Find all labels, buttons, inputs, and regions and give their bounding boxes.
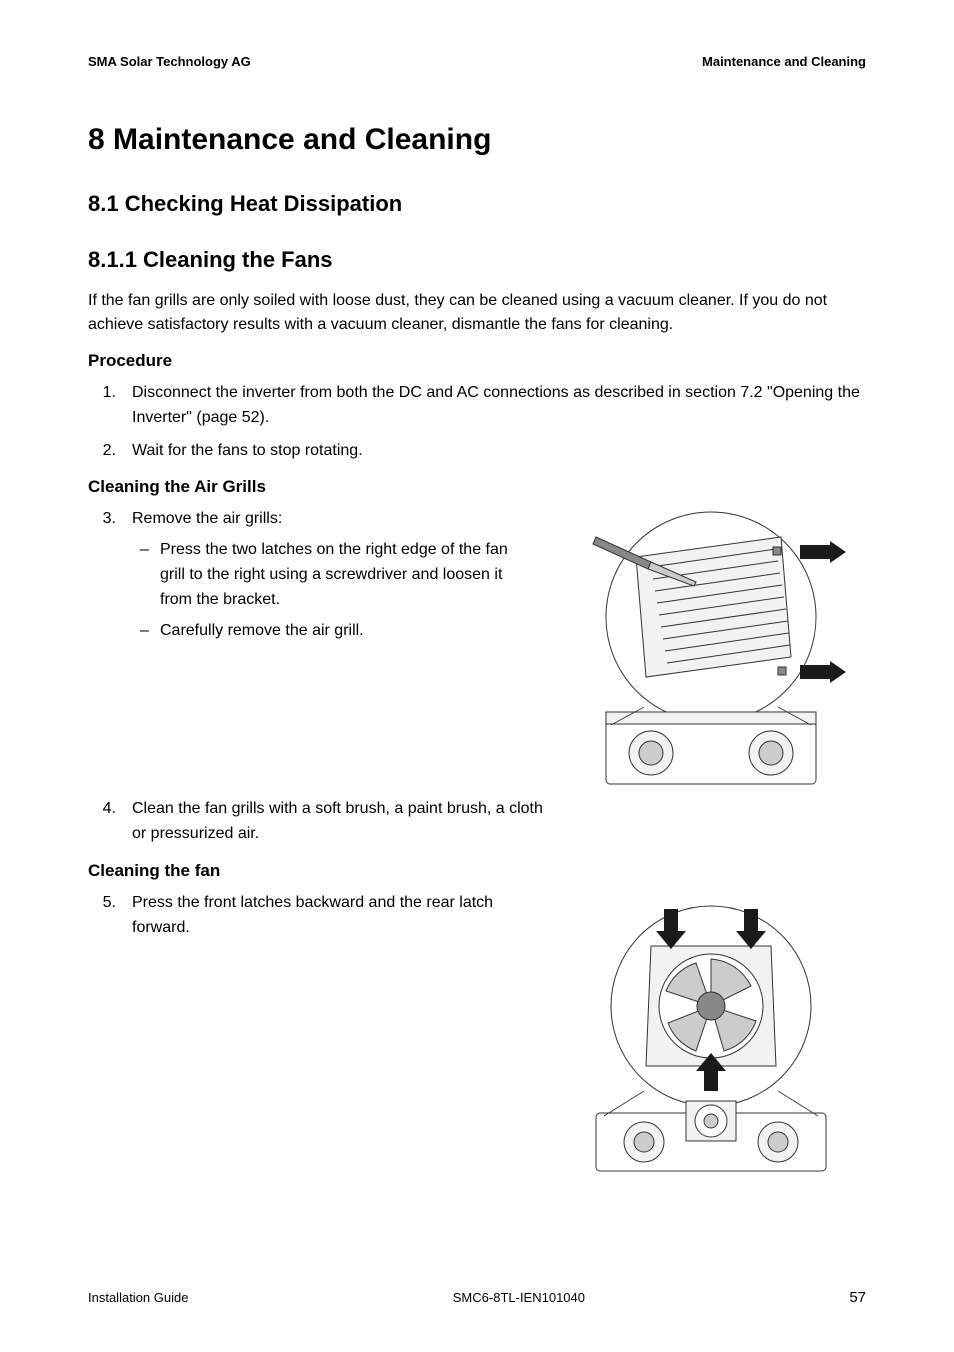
step4-list: 4. Clean the fan grills with a soft brus… xyxy=(88,797,866,847)
step5-list: 5. Press the front latches backward and … xyxy=(88,891,536,941)
intro-paragraph: If the fan grills are only soiled with l… xyxy=(88,289,866,337)
fan-heading: Cleaning the fan xyxy=(88,861,866,881)
list-item: 5. Press the front latches backward and … xyxy=(88,891,536,941)
list-item: 2. Wait for the fans to stop rotating. xyxy=(88,439,866,464)
page: SMA Solar Technology AG Maintenance and … xyxy=(0,0,954,1352)
section-heading: 8.1 Checking Heat Dissipation xyxy=(88,191,866,217)
step-number: 5. xyxy=(88,891,132,941)
sub-text: Carefully remove the air grill. xyxy=(160,619,364,644)
header-left: SMA Solar Technology AG xyxy=(88,54,251,69)
page-number: 57 xyxy=(849,1289,866,1306)
figure-fan-latches xyxy=(556,891,866,1181)
page-header: SMA Solar Technology AG Maintenance and … xyxy=(88,54,866,69)
step-text: Disconnect the inverter from both the DC… xyxy=(132,381,866,431)
procedure-list: 1. Disconnect the inverter from both the… xyxy=(88,381,866,463)
air-grills-heading: Cleaning the Air Grills xyxy=(88,477,866,497)
air-grill-diagram xyxy=(556,507,866,797)
step-number: 2. xyxy=(88,439,132,464)
sub-list: – Press the two latches on the right edg… xyxy=(132,538,536,643)
step-number: 3. xyxy=(88,507,132,649)
step-text: Wait for the fans to stop rotating. xyxy=(132,439,866,464)
dash-bullet: – xyxy=(132,619,160,644)
sub-text: Press the two latches on the right edge … xyxy=(160,538,536,612)
chapter-heading: 8 Maintenance and Cleaning xyxy=(88,123,866,157)
step-text: Press the front latches backward and the… xyxy=(132,891,536,941)
dash-bullet: – xyxy=(132,538,160,612)
list-item: 3. Remove the air grills: – Press the tw… xyxy=(88,507,536,649)
sub-item: – Press the two latches on the right edg… xyxy=(132,538,536,612)
step3-row: 3. Remove the air grills: – Press the tw… xyxy=(88,507,866,797)
page-footer: Installation Guide SMC6-8TL-IEN101040 57 xyxy=(88,1289,866,1306)
step-number: 4. xyxy=(88,797,132,847)
fan-latch-diagram xyxy=(556,891,866,1181)
step5-row: 5. Press the front latches backward and … xyxy=(88,891,866,1181)
footer-center: SMC6-8TL-IEN101040 xyxy=(453,1290,585,1305)
list-item: 4. Clean the fan grills with a soft brus… xyxy=(88,797,866,847)
list-item: 1. Disconnect the inverter from both the… xyxy=(88,381,866,431)
footer-left: Installation Guide xyxy=(88,1290,188,1305)
step-number: 1. xyxy=(88,381,132,431)
step-text: Clean the fan grills with a soft brush, … xyxy=(132,797,552,847)
sub-item: – Carefully remove the air grill. xyxy=(132,619,536,644)
procedure-heading: Procedure xyxy=(88,351,866,371)
subsection-heading: 8.1.1 Cleaning the Fans xyxy=(88,247,866,273)
header-right: Maintenance and Cleaning xyxy=(702,54,866,69)
step-text: Remove the air grills: xyxy=(132,510,282,527)
step3-list: 3. Remove the air grills: – Press the tw… xyxy=(88,507,536,649)
figure-air-grill xyxy=(556,507,866,797)
